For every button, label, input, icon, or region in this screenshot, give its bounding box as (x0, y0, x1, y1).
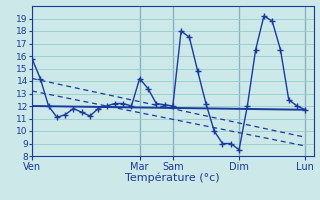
X-axis label: Température (°c): Température (°c) (125, 173, 220, 183)
